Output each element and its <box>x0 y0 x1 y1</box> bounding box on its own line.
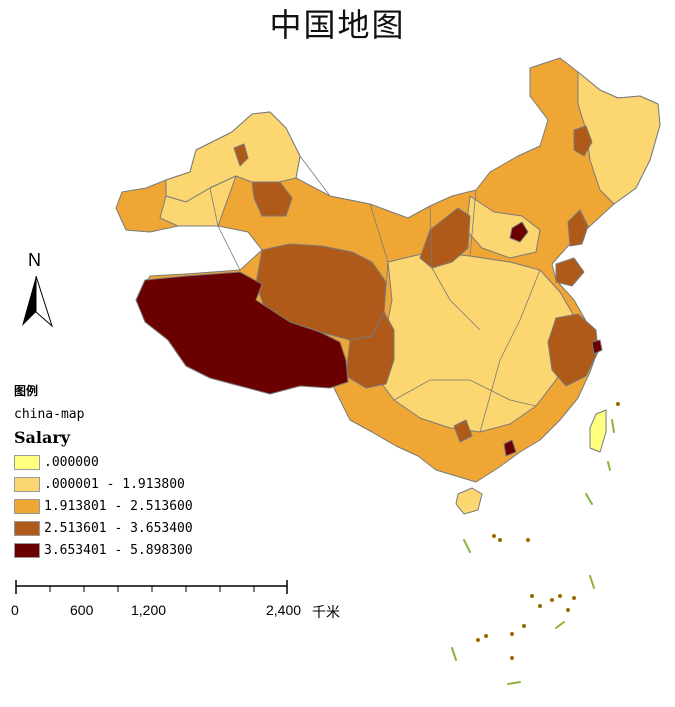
scale-label-0: 0 <box>11 602 19 618</box>
region-shenzhen <box>503 439 517 457</box>
legend-class-label: .000000 <box>44 454 99 470</box>
region-guangxi-patch <box>453 419 473 443</box>
region-west-border-light <box>159 175 237 227</box>
region-shandong-coast <box>555 257 585 287</box>
region-beijing <box>509 221 529 243</box>
legend-class-label: 2.513601 - 3.653400 <box>44 520 193 536</box>
scale-label-1200: 1,200 <box>131 602 167 618</box>
legend-class-row: 2.513601 - 3.653400 <box>14 517 193 539</box>
scale-label-2400: 2,400 <box>266 602 302 618</box>
legend-class-list: .000000 .000001 - 1.913800 1.913801 - 2.… <box>14 451 193 561</box>
region-tibet <box>135 271 349 395</box>
legend-swatch <box>14 498 40 514</box>
region-north-light <box>465 195 541 259</box>
north-arrow: N <box>18 250 58 332</box>
legend-class-label: 1.913801 - 2.513600 <box>44 498 193 514</box>
north-arrow-letter: N <box>28 250 41 270</box>
island-line-4 <box>555 621 565 629</box>
region-jiangsu-zhejiang <box>547 313 599 387</box>
region-hainan <box>455 487 483 515</box>
legend-class-label: .000001 - 1.913800 <box>44 476 185 492</box>
legend-swatch <box>14 542 40 558</box>
region-xinjiang-patch <box>251 181 293 217</box>
scale-bar-ruler <box>15 580 288 594</box>
legend-swatch <box>14 454 40 470</box>
north-arrow-icon <box>22 275 54 328</box>
region-gansu-strip <box>419 207 471 269</box>
legend-class-label: 3.653401 - 5.898300 <box>44 542 193 558</box>
legend-heading: 图例 <box>14 384 39 398</box>
legend-field-name: Salary <box>14 428 71 447</box>
island-line-6 <box>507 681 521 685</box>
legend-swatch <box>14 476 40 492</box>
scale-bar: 0 600 1,200 2,400 千米 <box>0 580 360 630</box>
map-title: 中国地图 <box>269 6 406 44</box>
region-liaoning-strip <box>567 209 589 247</box>
region-inner-west-patch <box>233 143 249 167</box>
map-legend: 图例 china-map Salary .000000 .000001 - 1.… <box>14 382 193 561</box>
region-taiwan <box>589 409 607 453</box>
island-line-2 <box>585 493 593 505</box>
region-sichuan-west <box>345 311 395 389</box>
legend-layer-name: china-map <box>14 407 85 422</box>
region-shanghai <box>591 339 603 355</box>
island-line-1 <box>463 539 471 553</box>
legend-class-row: 1.913801 - 2.513600 <box>14 495 193 517</box>
island-line-3 <box>589 575 595 589</box>
scale-unit: 千米 <box>312 604 340 620</box>
legend-class-row: 3.653401 - 5.898300 <box>14 539 193 561</box>
island-line-5 <box>451 647 457 661</box>
region-northeast-patch <box>573 125 593 157</box>
scale-label-600: 600 <box>70 602 94 618</box>
island-line-8 <box>607 461 611 471</box>
legend-swatch <box>14 520 40 536</box>
island-line-7 <box>611 419 615 433</box>
legend-class-row: .000001 - 1.913800 <box>14 473 193 495</box>
legend-class-row: .000000 <box>14 451 193 473</box>
